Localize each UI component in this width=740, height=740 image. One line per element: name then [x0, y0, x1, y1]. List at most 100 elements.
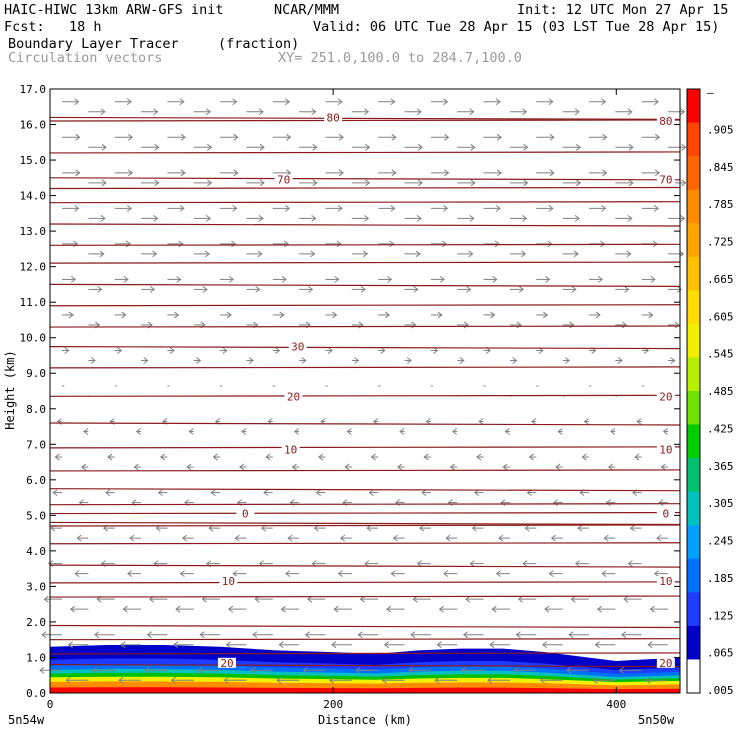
vector-head [470, 143, 476, 151]
isotherm-20 [49, 663, 681, 668]
vector-head [441, 240, 448, 248]
vector-head [127, 570, 133, 578]
vector-head [390, 98, 396, 106]
model-title: HAIC-HIWC 13km ARW-GFS init [4, 2, 224, 18]
vector-head [504, 428, 510, 435]
vector-head [100, 108, 106, 116]
vector-head [399, 428, 405, 435]
colorbar-label: .665 [707, 273, 734, 286]
vector-head [444, 133, 450, 141]
vector-head [542, 311, 549, 319]
isotherm-label-bg-12 [656, 576, 675, 587]
vector-head [280, 605, 286, 613]
vector-head [75, 133, 81, 141]
vector-head [528, 453, 534, 461]
vector-head [607, 463, 614, 471]
vector-head [233, 169, 239, 177]
isotherm--30 [49, 201, 681, 204]
right-endpoint: 5n50w [638, 713, 675, 727]
vector-head [207, 179, 213, 187]
vector-head [239, 463, 245, 471]
vector-head [392, 534, 398, 542]
vector-head [116, 347, 123, 354]
vector-head [80, 463, 87, 471]
isotherm-label-0: 80 [327, 111, 340, 124]
colorbar-label: .785 [707, 198, 734, 211]
vector-head [521, 250, 527, 258]
vector-head [568, 631, 574, 639]
vector-head [601, 98, 607, 106]
y-tick-label: 13.0 [20, 225, 47, 238]
vector-head [176, 276, 182, 283]
vector-head [384, 311, 391, 319]
colorbar-swatch [687, 357, 700, 392]
vector-head [539, 676, 545, 684]
colorbar-swatch [687, 659, 700, 694]
isotherm-label-bg-3 [656, 174, 675, 185]
vector-head [291, 463, 297, 471]
colorbar-label: .185 [707, 572, 734, 585]
vector-head [449, 463, 455, 471]
x-tick-label: 400 [606, 698, 626, 711]
colorbar-swatch [687, 592, 700, 627]
vector-head [552, 499, 559, 506]
vector-head [628, 143, 634, 151]
vector-head [498, 534, 504, 542]
vector-head [462, 631, 469, 639]
isotherm-16 [49, 638, 681, 641]
colorbar-label: .245 [707, 535, 734, 548]
vector-head [670, 357, 676, 364]
isotherm--26 [49, 243, 681, 246]
vector-head [622, 321, 628, 329]
vector-head [318, 453, 324, 461]
isotherm-8 [49, 564, 681, 568]
isotherm-label-1: 80 [659, 115, 672, 128]
colorbar-swatch [687, 558, 700, 593]
vector-head [575, 143, 582, 151]
vector-head [451, 428, 458, 435]
colorbar-swatch [687, 424, 700, 459]
vector-head [54, 453, 60, 461]
vector-head [346, 428, 352, 435]
vector-head [575, 179, 582, 187]
vector-head [408, 666, 414, 674]
vector-head [621, 631, 627, 639]
vector-head [259, 143, 265, 151]
isotherm-label-4: 30 [291, 341, 304, 354]
tracer-fill [50, 645, 680, 693]
vector-head [169, 347, 175, 354]
vector-head [259, 179, 265, 187]
vector-head [181, 534, 188, 542]
vector-head [569, 321, 575, 329]
isotherm-label-13: 20 [220, 657, 233, 670]
colorbar-label: .065 [707, 647, 734, 660]
vector-head [337, 98, 343, 106]
vector-head [383, 641, 390, 649]
y-tick-label: 5.0 [26, 509, 46, 522]
isotherm--22 [49, 283, 681, 288]
vector-head [681, 179, 687, 187]
vector-head [412, 595, 418, 603]
vector-head [434, 676, 440, 684]
vector-head [583, 418, 589, 425]
vector-head [278, 641, 284, 649]
vector-head [143, 357, 149, 364]
vector-head [436, 641, 442, 649]
vector-head [423, 453, 429, 461]
isotherm-18 [49, 652, 681, 655]
vector-head [74, 204, 80, 212]
vector-head [129, 534, 135, 542]
x-axis-label: Distance (km) [318, 713, 412, 727]
vector-head [127, 133, 134, 141]
isotherm--6 [49, 469, 681, 472]
vector-head [334, 276, 340, 283]
y-tick-label: 2.0 [26, 616, 46, 629]
vector-head [283, 240, 290, 248]
isotherm-contours [49, 116, 681, 668]
vector-head [518, 286, 524, 293]
vector-head [627, 108, 633, 116]
valid-time: Valid: 06 UTC Tue 28 Apr 15 (03 LST Tue … [313, 19, 720, 35]
vector-head [419, 524, 425, 532]
vector-head [179, 570, 185, 578]
